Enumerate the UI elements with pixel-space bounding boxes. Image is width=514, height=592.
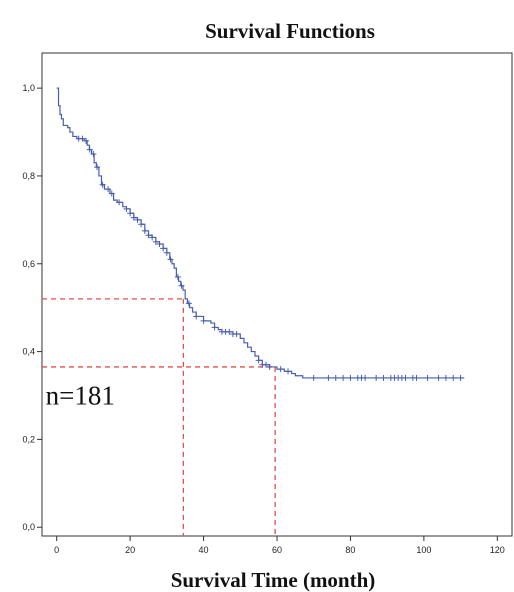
censor-mark — [457, 374, 464, 381]
censor-mark — [255, 357, 262, 364]
censor-mark — [442, 374, 449, 381]
censor-mark — [325, 374, 332, 381]
y-tick-label: 0,0 — [22, 522, 35, 532]
censor-mark — [105, 186, 112, 193]
censor-mark — [79, 135, 86, 142]
censor-mark — [127, 210, 134, 217]
censor-mark — [332, 374, 339, 381]
censor-mark — [277, 366, 284, 373]
censor-mark — [285, 368, 292, 375]
censor-mark — [185, 300, 192, 307]
censor-mark — [233, 331, 240, 338]
sample-size-annotation: n=181 — [46, 380, 115, 410]
y-tick-label: 0,6 — [22, 259, 35, 269]
censor-mark — [193, 313, 200, 320]
annotations: n=181 — [46, 380, 115, 410]
censor-mark — [130, 214, 137, 221]
x-tick-label: 60 — [272, 545, 282, 555]
y-tick-label: 0,8 — [22, 171, 35, 181]
censor-mark — [200, 317, 207, 324]
x-axis-label: Survival Time (month) — [171, 568, 376, 592]
x-tick-label: 20 — [125, 545, 135, 555]
censor-mark — [134, 216, 141, 223]
censor-mark — [99, 181, 106, 188]
x-tick-label: 120 — [490, 545, 505, 555]
censor-mark — [226, 328, 233, 335]
censor-mark — [94, 164, 101, 171]
censor-mark — [141, 227, 148, 234]
x-tick-label: 80 — [345, 545, 355, 555]
y-tick-label: 0,4 — [22, 347, 35, 357]
censor-mark — [310, 374, 317, 381]
censor-mark — [402, 374, 409, 381]
reference-lines — [42, 298, 276, 536]
y-axis-ticks: 0,0 0,2 0,4 0,6 0,8 1,0 — [22, 83, 42, 532]
censor-mark — [362, 374, 369, 381]
censor-mark — [83, 137, 90, 144]
censor-marks — [75, 135, 464, 381]
censor-mark — [262, 361, 269, 368]
x-tick-label: 0 — [54, 545, 59, 555]
x-tick-label: 40 — [199, 545, 209, 555]
censor-mark — [145, 232, 152, 239]
censor-mark — [178, 282, 185, 289]
censor-mark — [211, 324, 218, 331]
censor-mark — [380, 374, 387, 381]
censor-mark — [266, 363, 273, 370]
censor-mark — [174, 273, 181, 280]
censor-mark — [160, 245, 167, 252]
censor-mark — [347, 374, 354, 381]
x-axis-ticks: 0 20 40 60 80 100 120 — [54, 536, 505, 555]
chart-title: Survival Functions — [205, 19, 375, 43]
censor-mark — [138, 221, 145, 228]
censor-mark — [424, 374, 431, 381]
censor-mark — [156, 241, 163, 248]
censor-mark — [167, 256, 174, 263]
censor-mark — [116, 199, 123, 206]
x-tick-label: 100 — [416, 545, 431, 555]
censor-mark — [373, 374, 380, 381]
censor-mark — [340, 374, 347, 381]
y-tick-label: 0,2 — [22, 434, 35, 444]
censor-mark — [108, 190, 115, 197]
censor-mark — [435, 374, 442, 381]
censor-mark — [152, 238, 159, 245]
censor-mark — [450, 374, 457, 381]
censor-mark — [123, 205, 130, 212]
censor-mark — [86, 146, 93, 153]
censor-mark — [90, 150, 97, 157]
censor-mark — [413, 374, 420, 381]
censor-mark — [163, 249, 170, 256]
y-tick-label: 1,0 — [22, 83, 35, 93]
censor-mark — [149, 234, 156, 241]
